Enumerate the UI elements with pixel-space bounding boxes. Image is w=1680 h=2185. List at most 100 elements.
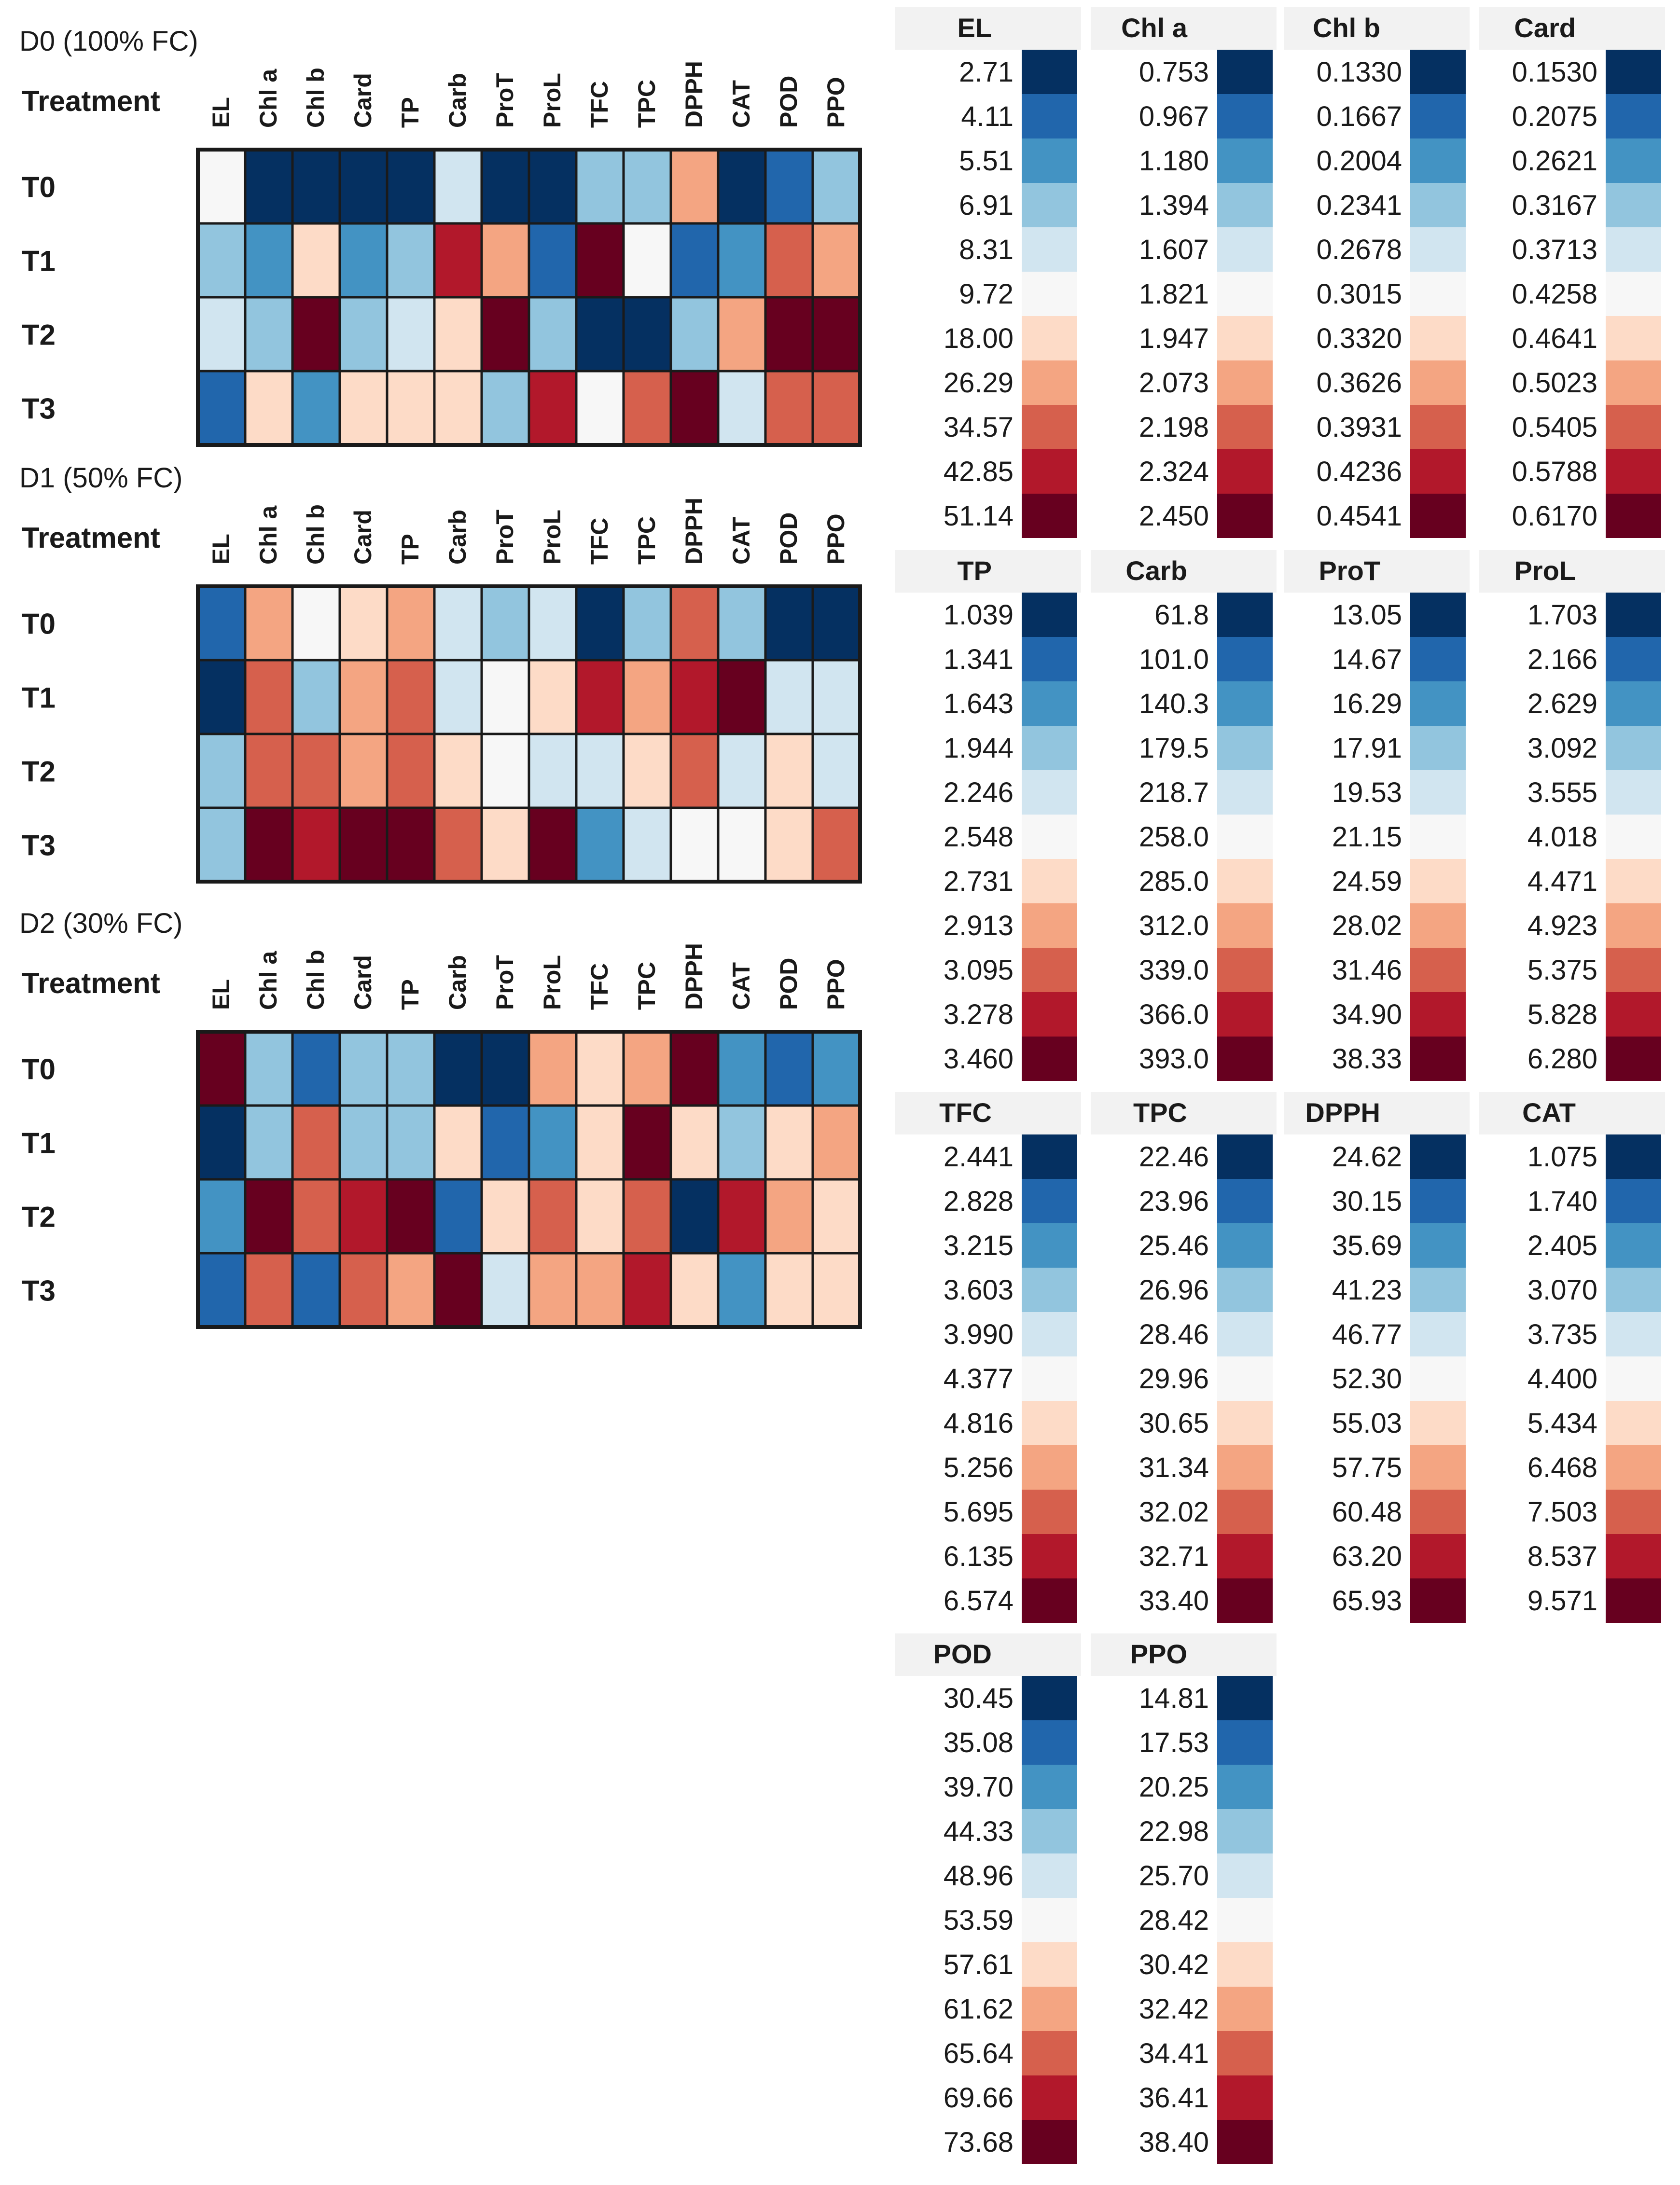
legend-swatch (1410, 1179, 1466, 1223)
legend-swatch (1022, 272, 1077, 316)
heatmap-cell (622, 806, 672, 883)
heatmap-cell (338, 733, 389, 809)
legend-value: 51.14 (944, 500, 1014, 532)
legend-value: 1.039 (944, 599, 1014, 631)
legend-value: 36.41 (1139, 2082, 1209, 2114)
legend-swatch (1022, 2075, 1077, 2120)
heatmap-cell (764, 733, 814, 809)
heatmap-cell (717, 806, 767, 883)
legend-swatch (1217, 1534, 1273, 1578)
legend-value: 25.46 (1139, 1230, 1209, 1261)
legend-swatch (1217, 1809, 1273, 1853)
legend-swatch (1410, 815, 1466, 859)
row-label: T1 (22, 245, 56, 277)
legend-swatch (1217, 1898, 1273, 1942)
heatmap-cell (338, 370, 389, 446)
column-label: TP (397, 97, 424, 128)
heatmap-cell (528, 806, 578, 883)
legend-value: 61.62 (944, 1993, 1014, 2025)
legend-value: 0.2341 (1317, 190, 1402, 221)
heatmap-cell (480, 148, 530, 225)
legend-header (1284, 1092, 1470, 1134)
heatmap-cell (291, 659, 341, 735)
row-label: T3 (22, 1275, 56, 1307)
heatmap-cell (717, 585, 767, 662)
heatmap-cell (480, 370, 530, 446)
heatmap-cell (386, 659, 436, 735)
heatmap-cell (717, 1030, 767, 1107)
legend-value: 0.2678 (1317, 234, 1402, 265)
legend-1: Chl a 0.753 0.967 1.180 1.394 1.607 1.821 1.947… (1091, 7, 1277, 538)
legend-swatch (1606, 1268, 1661, 1312)
legend-swatch (1606, 405, 1661, 449)
heatmap-cell (386, 585, 436, 662)
row-label: T3 (22, 830, 56, 862)
legend-value: 13.05 (1332, 599, 1402, 631)
heatmap-cell (811, 148, 861, 225)
legend-swatch (1022, 94, 1077, 138)
heatmap-cell (575, 370, 625, 446)
legend-swatch (1606, 360, 1661, 405)
legend-swatch (1217, 94, 1273, 138)
legend-swatch (1022, 1445, 1077, 1490)
legend-swatch (1606, 272, 1661, 316)
legend-value: 1.947 (1139, 323, 1209, 354)
legend-swatch (1410, 1268, 1466, 1312)
legend-swatch (1022, 1942, 1077, 1987)
legend-value: 38.33 (1332, 1043, 1402, 1075)
legend-swatch (1410, 272, 1466, 316)
legend-value: 46.77 (1332, 1319, 1402, 1350)
legend-swatch (1022, 449, 1077, 494)
legend-value: 39.70 (944, 1771, 1014, 1803)
legend-value: 22.98 (1139, 1816, 1209, 1847)
heatmap-panel-0: D0 (100% FC)Treatment EL Chl a Chl b Card TP C… (19, 26, 862, 447)
legend-swatch (1022, 1134, 1077, 1179)
legend-value: 4.377 (944, 1363, 1014, 1395)
legend-value: 24.59 (1332, 866, 1402, 897)
column-label: TFC (586, 81, 613, 128)
row-label: T0 (22, 1053, 56, 1086)
legend-swatch (1217, 405, 1273, 449)
heatmap-cell (528, 222, 578, 299)
legend-value: 2.913 (944, 910, 1014, 941)
legend-value: 3.070 (1527, 1274, 1597, 1306)
column-label: Carb (444, 510, 471, 565)
column-label: ProT (491, 73, 518, 128)
heatmap-cell (291, 148, 341, 225)
legend-swatch (1217, 1401, 1273, 1445)
legend-swatch (1606, 94, 1661, 138)
heatmap-cell (669, 296, 720, 373)
column-label: EL (208, 979, 235, 1010)
heatmap-cell (291, 1030, 341, 1107)
heatmap-cell (669, 585, 720, 662)
legend-value: 48.96 (944, 1860, 1014, 1892)
legend-value: 0.6170 (1512, 500, 1597, 532)
legend-value: 0.5023 (1512, 367, 1597, 399)
heatmap-cell (622, 733, 672, 809)
heatmap-cell (575, 585, 625, 662)
legend-value: 2.828 (944, 1186, 1014, 1217)
column-label: TFC (586, 518, 613, 565)
legend-swatch (1217, 903, 1273, 948)
legend-swatch (1022, 726, 1077, 770)
legend-value: 30.42 (1139, 1949, 1209, 1980)
heatmap-cell (622, 148, 672, 225)
heatmap-cell (338, 1252, 389, 1328)
heatmap-cell (669, 659, 720, 735)
legend-swatch (1217, 138, 1273, 183)
heatmap-cell (244, 1030, 294, 1107)
heatmap-cell (669, 806, 720, 883)
legend-value: 0.5405 (1512, 412, 1597, 443)
legend-swatch (1022, 903, 1077, 948)
legend-swatch (1410, 183, 1466, 227)
heatmap-cell (433, 148, 483, 225)
legend-swatch (1606, 1490, 1661, 1534)
legend-swatch (1410, 1134, 1466, 1179)
legend-swatch (1217, 1445, 1273, 1490)
legend-value: 69.66 (944, 2082, 1014, 2114)
row-label: T1 (22, 1127, 56, 1160)
heatmap-cell (196, 585, 247, 662)
legend-value: 1.341 (944, 644, 1014, 675)
legend-swatch (1022, 681, 1077, 726)
legend-swatch (1410, 1534, 1466, 1578)
